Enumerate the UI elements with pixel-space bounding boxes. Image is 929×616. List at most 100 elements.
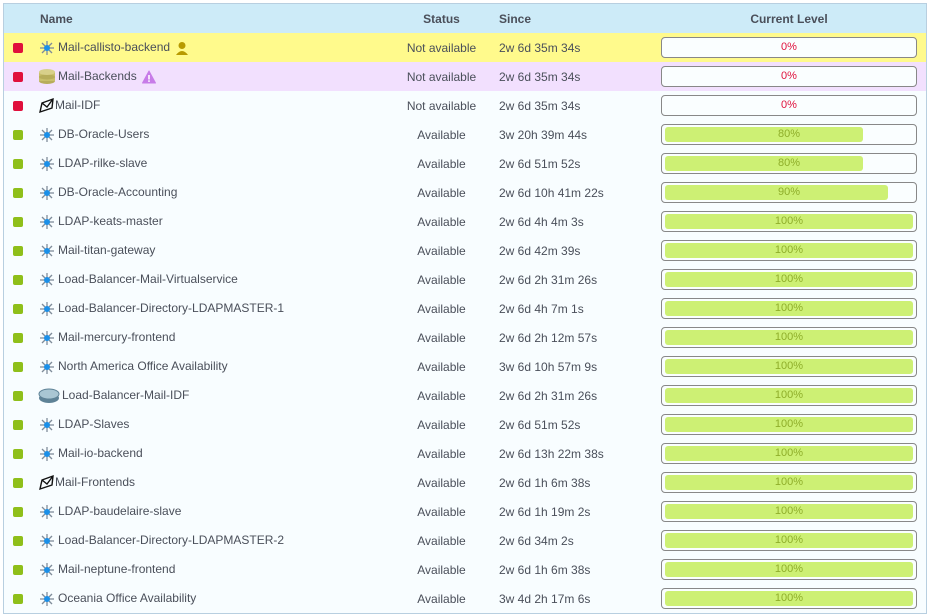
service-name-link[interactable]: DB-Oracle-Accounting bbox=[58, 185, 178, 199]
since-text: 2w 6d 35m 34s bbox=[499, 41, 581, 55]
level-bar-fill bbox=[665, 388, 913, 403]
table-row[interactable]: Load-Balancer-Directory-LDAPMASTER-1 Avai… bbox=[4, 294, 926, 323]
service-name-link[interactable]: Mail-callisto-backend bbox=[58, 40, 171, 54]
service-name-link[interactable]: North America Office Availability bbox=[58, 359, 228, 373]
service-name-link[interactable]: LDAP-baudelaire-slave bbox=[58, 504, 182, 518]
service-name-cell[interactable]: North America Office Availability bbox=[58, 359, 228, 373]
service-name-cell[interactable]: LDAP-rilke-slave bbox=[58, 156, 147, 170]
service-name-link[interactable]: DB-Oracle-Users bbox=[58, 127, 150, 141]
service-name-link[interactable]: Mail-titan-gateway bbox=[58, 243, 156, 257]
level-bar-fill bbox=[665, 330, 913, 345]
table-row[interactable]: North America Office Availability Availab… bbox=[4, 352, 926, 381]
service-name-link[interactable]: Load-Balancer-Directory-LDAPMASTER-2 bbox=[58, 533, 285, 547]
service-name-link[interactable]: LDAP-Slaves bbox=[58, 417, 130, 431]
service-name-link[interactable]: Mail-Backends bbox=[58, 69, 137, 83]
table-row[interactable]: LDAP-keats-master Available 2w 6d 4h 4m 3s… bbox=[4, 207, 926, 236]
service-name-link[interactable]: Oceania Office Availability bbox=[58, 591, 197, 605]
column-header-since[interactable]: Since bbox=[499, 12, 532, 26]
service-name-link[interactable]: Load-Balancer-Directory-LDAPMASTER-1 bbox=[58, 301, 285, 315]
service-name-link[interactable]: Mail-mercury-frontend bbox=[58, 330, 176, 344]
service-name-cell[interactable]: Mail-neptune-frontend bbox=[58, 562, 175, 576]
level-bar: 100% bbox=[661, 240, 917, 261]
service-name-cell[interactable]: DB-Oracle-Users bbox=[58, 127, 149, 141]
status-indicator-icon bbox=[13, 188, 23, 198]
status-indicator-icon bbox=[13, 246, 23, 256]
service-name-cell[interactable]: Load-Balancer-Mail-Virtualservice bbox=[58, 272, 238, 286]
service-name-cell[interactable]: LDAP-baudelaire-slave bbox=[58, 504, 181, 518]
level-percent: 80% bbox=[777, 128, 801, 140]
column-header-level[interactable]: Current Level bbox=[750, 12, 828, 26]
level-percent: 100% bbox=[774, 447, 804, 459]
table-row[interactable]: Mail-Frontends Available 2w 6d 1h 6m 38s 10… bbox=[4, 468, 926, 497]
service-icon bbox=[38, 126, 56, 143]
since-text: 2w 6d 1h 19m 2s bbox=[499, 505, 591, 519]
table-row[interactable]: DB-Oracle-Users Available 3w 20h 39m 44s 80… bbox=[4, 120, 926, 149]
table-row[interactable]: DB-Oracle-Accounting Available 2w 6d 10h 4… bbox=[4, 178, 926, 207]
table-row[interactable]: Mail-neptune-frontend Available 2w 6d 1h 6… bbox=[4, 555, 926, 584]
table-row[interactable]: Load-Balancer-Directory-LDAPMASTER-2 Avai… bbox=[4, 526, 926, 555]
status-indicator-icon bbox=[13, 333, 23, 343]
service-name-cell[interactable]: LDAP-keats-master bbox=[58, 214, 163, 228]
level-bar: 100% bbox=[661, 298, 917, 319]
table-row[interactable]: Oceania Office Availability Available 3w 4… bbox=[4, 584, 926, 613]
table-row[interactable]: Mail-callisto-backend Not available 2w 6d … bbox=[4, 33, 926, 62]
service-name-cell[interactable]: Mail-callisto-backend bbox=[58, 40, 189, 55]
status-indicator-icon bbox=[13, 449, 23, 459]
table-row[interactable]: Mail-io-backend Available 2w 6d 13h 22m 38… bbox=[4, 439, 926, 468]
service-name-cell[interactable]: Load-Balancer-Mail-IDF bbox=[62, 388, 189, 402]
service-name-cell[interactable]: Mail-io-backend bbox=[58, 446, 143, 460]
service-name-link[interactable]: LDAP-rilke-slave bbox=[58, 156, 148, 170]
table-row[interactable]: Mail-Backends Not available 2w 6d 35m 34s 0… bbox=[4, 62, 926, 91]
status-indicator-icon bbox=[13, 72, 23, 82]
service-name-cell[interactable]: Mail-titan-gateway bbox=[58, 243, 155, 257]
table-row[interactable]: Load-Balancer-Mail-Virtualservice Availab… bbox=[4, 265, 926, 294]
level-bar: 0% bbox=[661, 95, 917, 116]
service-name-link[interactable]: Mail-neptune-frontend bbox=[58, 562, 176, 576]
service-name-cell[interactable]: Mail-mercury-frontend bbox=[58, 330, 175, 344]
status-indicator-icon bbox=[13, 159, 23, 169]
table-row[interactable]: LDAP-baudelaire-slave Available 2w 6d 1h 1… bbox=[4, 497, 926, 526]
service-name-cell[interactable]: LDAP-Slaves bbox=[58, 417, 129, 431]
group-icon bbox=[38, 97, 56, 114]
since-text: 2w 6d 51m 52s bbox=[499, 418, 581, 432]
status-indicator-icon bbox=[13, 275, 23, 285]
level-percent: 100% bbox=[774, 331, 804, 343]
status-indicator-icon bbox=[13, 391, 23, 401]
service-name-link[interactable]: Load-Balancer-Mail-IDF bbox=[62, 388, 190, 402]
table-row[interactable]: Mail-titan-gateway Available 2w 6d 42m 39s… bbox=[4, 236, 926, 265]
since-text: 2w 6d 42m 39s bbox=[499, 244, 581, 258]
service-name-cell[interactable]: DB-Oracle-Accounting bbox=[58, 185, 177, 199]
service-name-cell[interactable]: Load-Balancer-Directory-LDAPMASTER-2 bbox=[58, 533, 284, 547]
service-name-cell[interactable]: Oceania Office Availability bbox=[58, 591, 196, 605]
table-row[interactable]: Mail-IDF Not available 2w 6d 35m 34s 0% bbox=[4, 91, 926, 120]
service-name-cell[interactable]: Mail-Frontends bbox=[55, 475, 135, 489]
service-name-link[interactable]: Mail-IDF bbox=[55, 98, 101, 112]
since-text: 2w 6d 1h 6m 38s bbox=[499, 476, 591, 490]
table-row[interactable]: Load-Balancer-Mail-IDF Available 2w 6d 2h … bbox=[4, 381, 926, 410]
level-percent: 100% bbox=[774, 360, 804, 372]
table-row[interactable]: LDAP-rilke-slave Available 2w 6d 51m 52s 80… bbox=[4, 149, 926, 178]
service-name-link[interactable]: Mail-io-backend bbox=[58, 446, 143, 460]
since-text: 2w 6d 10h 41m 22s bbox=[499, 186, 604, 200]
service-name-link[interactable]: Mail-Frontends bbox=[55, 475, 136, 489]
since-text: 2w 6d 13h 22m 38s bbox=[499, 447, 604, 461]
service-icon bbox=[38, 213, 56, 230]
service-name-cell[interactable]: Mail-IDF bbox=[55, 98, 100, 112]
service-name-cell[interactable]: Mail-Backends bbox=[58, 69, 156, 84]
service-icon bbox=[38, 300, 56, 317]
column-header-status[interactable]: Status bbox=[423, 12, 460, 26]
since-text: 2w 6d 51m 52s bbox=[499, 157, 581, 171]
since-text: 2w 6d 4h 7m 1s bbox=[499, 302, 584, 316]
since-text: 3w 20h 39m 44s bbox=[499, 128, 588, 142]
level-bar: 100% bbox=[661, 385, 917, 406]
level-percent: 100% bbox=[774, 215, 804, 227]
status-text: Available bbox=[417, 592, 466, 606]
service-name-link[interactable]: LDAP-keats-master bbox=[58, 214, 163, 228]
service-name-link[interactable]: Load-Balancer-Mail-Virtualservice bbox=[58, 272, 238, 286]
table-row[interactable]: Mail-mercury-frontend Available 2w 6d 2h 1… bbox=[4, 323, 926, 352]
status-indicator-icon bbox=[13, 43, 23, 53]
table-row[interactable]: LDAP-Slaves Available 2w 6d 51m 52s 100% bbox=[4, 410, 926, 439]
column-header-name[interactable]: Name bbox=[40, 12, 73, 26]
service-name-cell[interactable]: Load-Balancer-Directory-LDAPMASTER-1 bbox=[58, 301, 284, 315]
status-indicator-icon bbox=[13, 304, 23, 314]
